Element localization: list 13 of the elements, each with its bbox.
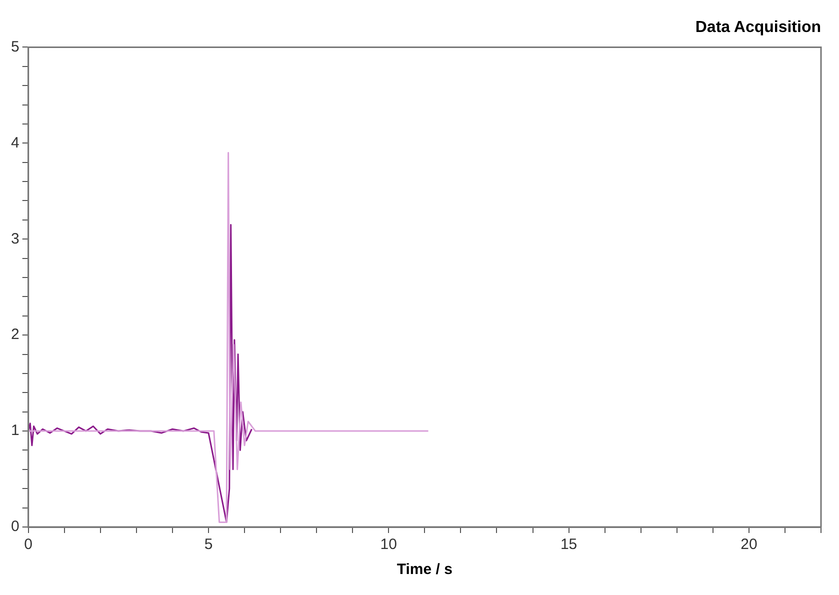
y-tick-label: 4 [11, 134, 20, 152]
x-axis-title: Time / s [396, 561, 452, 578]
x-tick-label: 20 [740, 536, 758, 554]
y-tick-label: 3 [11, 230, 20, 248]
x-tick-label: 0 [24, 536, 33, 554]
y-tick-label: 1 [11, 422, 20, 440]
chart-title: Data Acquisition [695, 19, 821, 36]
y-tick-label: 2 [11, 326, 20, 344]
y-tick-label: 0 [11, 518, 20, 536]
x-tick-label: 10 [380, 536, 397, 554]
x-tick-label: 5 [204, 536, 213, 554]
x-tick-label: 15 [560, 536, 578, 554]
y-tick-label: 5 [11, 38, 20, 56]
